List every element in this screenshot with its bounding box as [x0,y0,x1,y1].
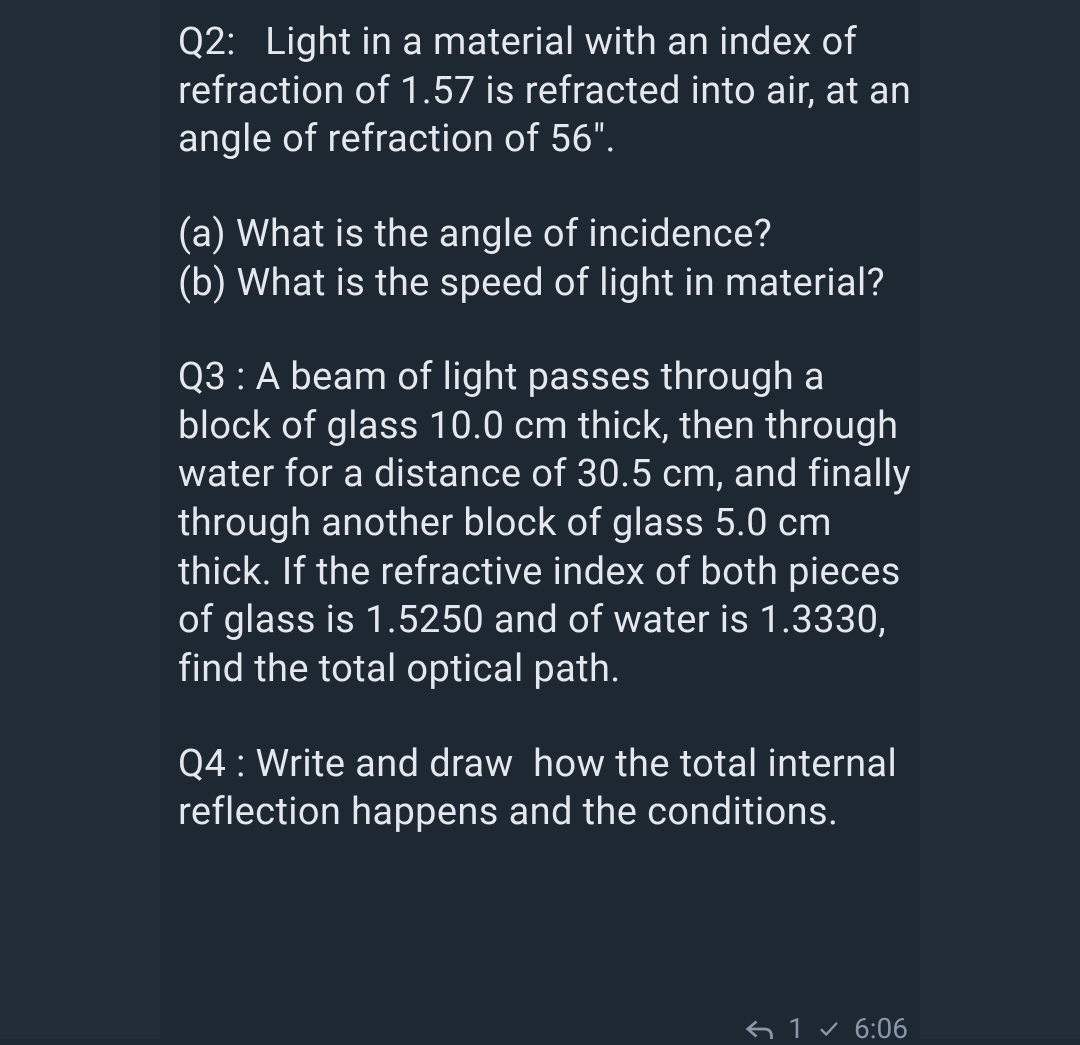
left-margin-strip [0,0,160,1039]
message-content: Q2: Light in a material with an index of… [178,18,920,837]
question-3-block: Q3 : A beam of light passes through a bl… [178,353,920,693]
q3-text: Q3 : A beam of light passes through a bl… [178,353,920,693]
reply-icon [744,1016,774,1042]
question-2-sub-block: (a) What is the angle of incidence? (b) … [178,210,920,307]
question-2-block: Q2: Light in a material with an index of… [178,18,920,164]
q2-intro-text: Q2: Light in a material with an index of… [178,18,920,164]
right-margin-strip [920,0,1080,1039]
message-time: 6:06 [854,1012,908,1045]
message-footer: 1 6:06 [744,1012,908,1045]
q2-part-b-text: (b) What is the speed of light in materi… [178,259,920,308]
question-4-block: Q4 : Write and draw how the total intern… [178,740,920,837]
sent-tick-icon [818,1018,840,1040]
reply-count: 1 [788,1012,804,1045]
q2-part-a-text: (a) What is the angle of incidence? [178,210,920,259]
q4-text: Q4 : Write and draw how the total intern… [178,740,920,837]
